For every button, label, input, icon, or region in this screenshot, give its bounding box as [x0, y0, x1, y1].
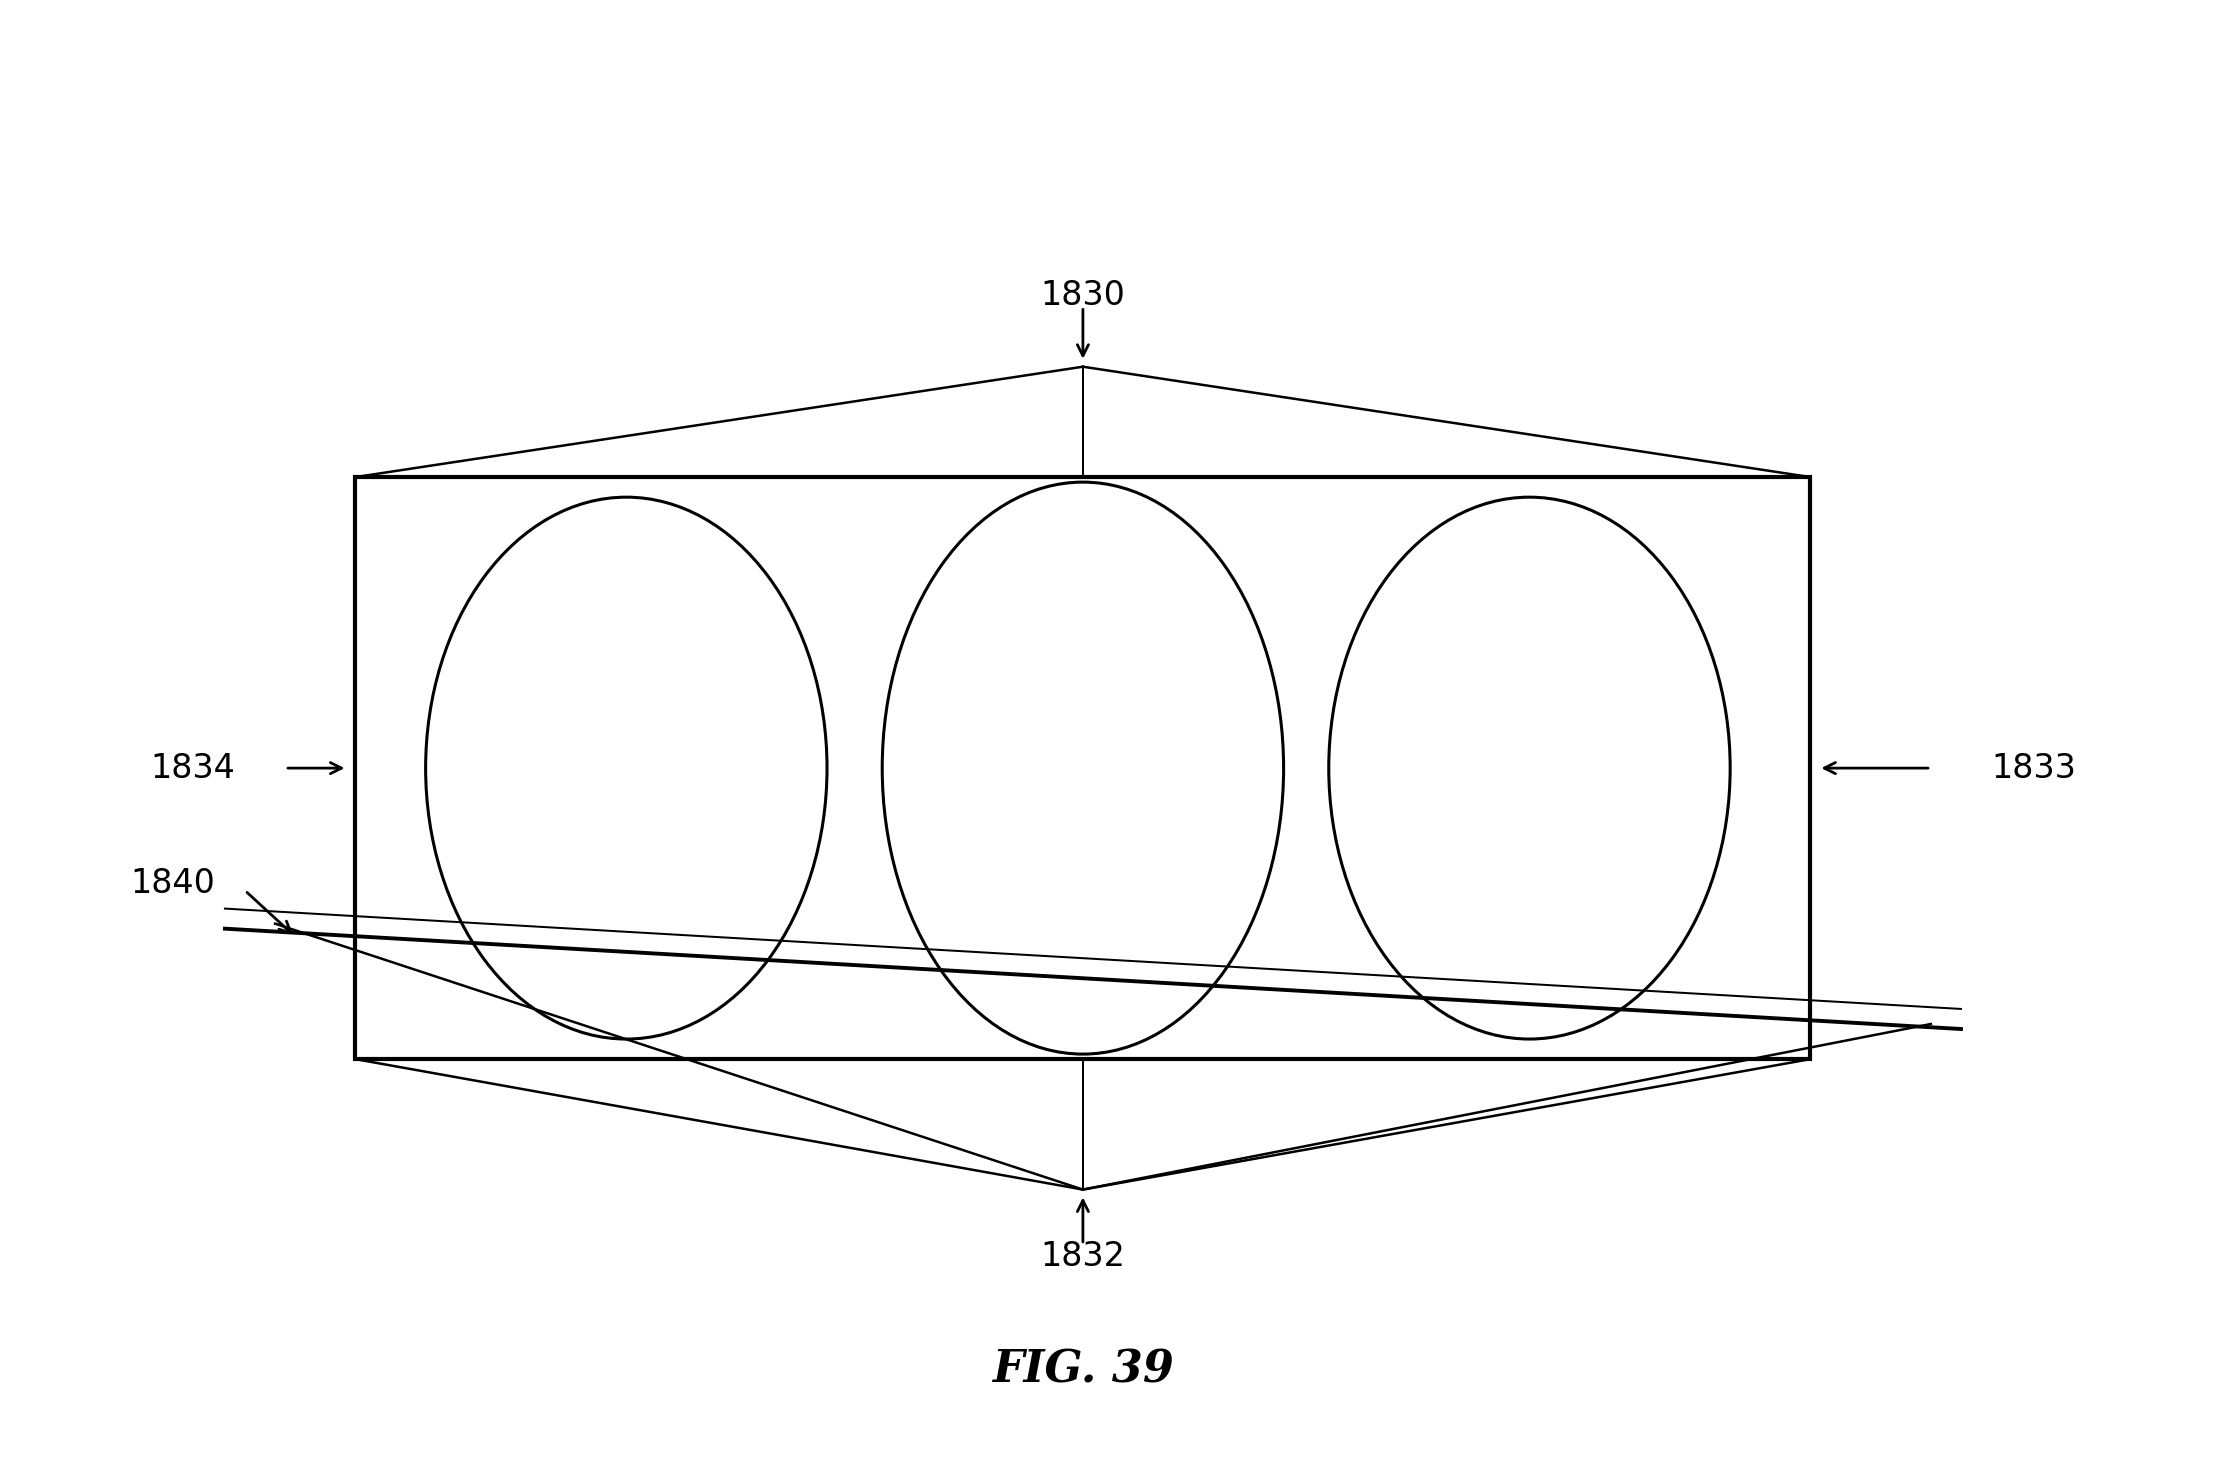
Text: FIG. 39: FIG. 39	[993, 1349, 1174, 1392]
Text: 1840: 1840	[131, 866, 215, 900]
Text: 1834: 1834	[151, 751, 235, 785]
Ellipse shape	[882, 483, 1283, 1054]
Bar	[355, 477, 1810, 1060]
Ellipse shape	[1330, 497, 1731, 1039]
Text: 1833: 1833	[1990, 751, 2076, 785]
Text: 1832: 1832	[1042, 1240, 1126, 1272]
Text: 1830: 1830	[1042, 279, 1126, 311]
Ellipse shape	[425, 497, 827, 1039]
